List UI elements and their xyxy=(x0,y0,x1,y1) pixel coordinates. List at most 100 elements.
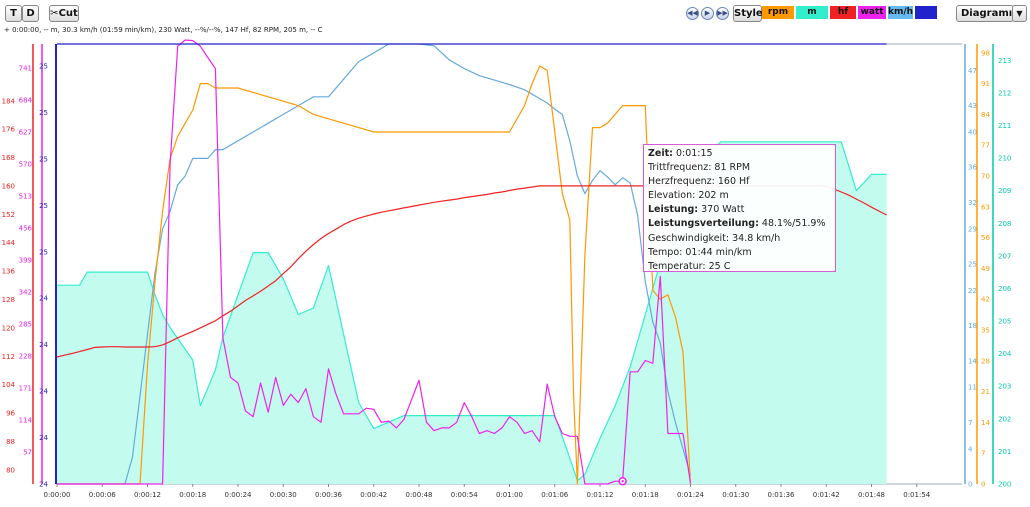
cut-button[interactable]: ✂Cut xyxy=(49,5,79,22)
d-toggle-button[interactable]: D xyxy=(22,5,39,22)
series-line-m xyxy=(57,141,887,482)
axis-tick-label: 22 xyxy=(968,287,977,295)
x-tick-label: 0:00:42 xyxy=(360,491,387,499)
axis-tick-label: 25 xyxy=(39,63,48,71)
axis-tick-label: 28 xyxy=(981,357,990,365)
x-tick-label: 0:00:36 xyxy=(315,491,343,499)
axis-tick-label: 207 xyxy=(998,252,1011,260)
axis-tick-label: 202 xyxy=(998,415,1011,423)
axis-tick-label: 24 xyxy=(39,481,48,489)
axis-tick-label: 7 xyxy=(981,450,985,458)
axis-tick-label: 36 xyxy=(968,164,977,172)
x-tick-label: 0:00:00 xyxy=(44,491,71,499)
axis-tick-label: 42 xyxy=(981,296,990,304)
axis-tick-label: 171 xyxy=(19,385,32,393)
axis-tick-label: 84 xyxy=(981,111,990,119)
axis-tick-label: 120 xyxy=(2,324,15,332)
series-chip-C[interactable]: C xyxy=(915,6,937,19)
axis-tick-label: 70 xyxy=(981,173,990,181)
axis-tick-label: 570 xyxy=(19,161,32,169)
axis-tick-label: 112 xyxy=(2,353,15,361)
x-tick-label: 0:01:54 xyxy=(903,491,931,499)
axis-tick-label: 25 xyxy=(39,248,48,256)
fast-forward-icon[interactable]: ▶▶ xyxy=(716,7,729,20)
series-line-watt xyxy=(57,39,692,485)
axis-tick-label: 741 xyxy=(19,65,32,73)
axis-tick-label: 35 xyxy=(981,327,990,335)
axis-tick-label: 0 xyxy=(981,481,985,489)
tooltip-cadence: Trittfrequenz: 81 RPM xyxy=(648,162,751,174)
x-tick-label: 0:00:06 xyxy=(89,491,117,499)
axis-tick-label: 684 xyxy=(19,97,33,105)
diagram-dropdown-label: Diagramı xyxy=(961,8,1013,19)
tooltip-balance: Leistungsverteilung: 48.1%/51.9% xyxy=(648,218,826,230)
axis-tick-label: 0 xyxy=(968,481,972,489)
tooltip-pace: Tempo: 01:44 min/km xyxy=(648,246,752,258)
axis-tick-label: 114 xyxy=(19,417,33,425)
axis-tick-label: 342 xyxy=(19,289,32,297)
axis-tick-label: 210 xyxy=(998,155,1011,163)
axis-tick-label: 176 xyxy=(2,126,16,134)
axis-tick-label: 88 xyxy=(6,438,15,446)
axis-tick-label: 205 xyxy=(998,318,1011,326)
x-tick-label: 0:01:18 xyxy=(632,491,659,499)
axis-tick-label: 456 xyxy=(19,225,33,233)
x-tick-label: 0:00:30 xyxy=(270,491,297,499)
axis-tick-label: 627 xyxy=(19,129,32,137)
series-chip-hf[interactable]: hf xyxy=(830,6,856,19)
axis-tick-label: 57 xyxy=(23,449,32,457)
axis-tick-label: 4 xyxy=(968,445,973,453)
tooltip-time: Zeit: 0:01:15 xyxy=(648,148,713,159)
tooltip-speed: Geschwindigkeit: 34.8 km/h xyxy=(648,232,781,244)
axis-tick-label: 25 xyxy=(39,202,48,210)
axis-tick-label: 136 xyxy=(2,268,16,276)
series-chip-m[interactable]: m xyxy=(796,6,828,19)
axis-tick-label: 513 xyxy=(19,193,32,201)
axis-tick-label: 24 xyxy=(39,295,48,303)
x-tick-label: 0:00:48 xyxy=(406,491,433,499)
series-chip-watt[interactable]: watt xyxy=(858,6,886,19)
axis-tick-label: 29 xyxy=(968,225,977,233)
axis-tick-label: 14 xyxy=(981,419,990,427)
axis-tick-label: 201 xyxy=(998,448,1011,456)
axis-tick-label: 285 xyxy=(19,321,32,329)
x-tick-label: 0:01:12 xyxy=(587,491,614,499)
axis-tick-label: 209 xyxy=(998,187,1011,195)
x-tick-label: 0:00:18 xyxy=(179,491,206,499)
axis-tick-label: 25 xyxy=(39,155,48,163)
play-icon[interactable]: ▶ xyxy=(701,7,714,20)
axis-tick-label: 63 xyxy=(981,203,990,211)
axis-tick-label: 18 xyxy=(968,322,977,330)
axis-tick-label: 80 xyxy=(6,466,15,474)
style-button[interactable]: Style xyxy=(733,5,763,22)
axis-tick-label: 25 xyxy=(968,261,977,269)
axis-tick-label: 399 xyxy=(19,257,32,265)
axis-tick-label: 91 xyxy=(981,80,990,88)
cut-label: Cut xyxy=(58,8,78,19)
axis-tick-label: 56 xyxy=(981,234,990,242)
axis-tick-label: 32 xyxy=(968,199,977,207)
axis-tick-label: 213 xyxy=(998,57,1011,65)
series-chip-rpm[interactable]: rpm xyxy=(762,6,794,19)
highlight-marker-dot xyxy=(621,479,624,483)
axis-tick-label: 160 xyxy=(2,182,15,190)
series-chip-km-h[interactable]: km/h xyxy=(888,6,914,19)
axis-tick-label: 49 xyxy=(981,265,990,273)
tooltip: Zeit: 0:01:15 Trittfrequenz: 81 RPM Herz… xyxy=(643,144,836,272)
rewind-icon[interactable]: ◀◀ xyxy=(686,7,699,20)
axis-tick-label: 40 xyxy=(968,129,977,137)
tooltip-temp: Temperatur: 25 C xyxy=(648,260,731,272)
axis-tick-label: 47 xyxy=(968,67,977,75)
axis-tick-label: 211 xyxy=(998,122,1011,130)
axis-tick-label: 11 xyxy=(968,384,977,392)
chevron-down-icon[interactable]: ▼ xyxy=(1012,5,1027,22)
axis-tick-label: 204 xyxy=(998,350,1012,358)
tooltip-power: Leistung: 370 Watt xyxy=(648,204,745,216)
axis-tick-label: 208 xyxy=(998,220,1011,228)
tooltip-heart: Herzfrequenz: 160 Hf xyxy=(648,176,750,188)
axis-tick-label: 212 xyxy=(998,89,1011,97)
x-tick-label: 0:01:30 xyxy=(722,491,749,499)
t-toggle-button[interactable]: T xyxy=(5,5,22,22)
axis-tick-label: 168 xyxy=(2,154,15,162)
